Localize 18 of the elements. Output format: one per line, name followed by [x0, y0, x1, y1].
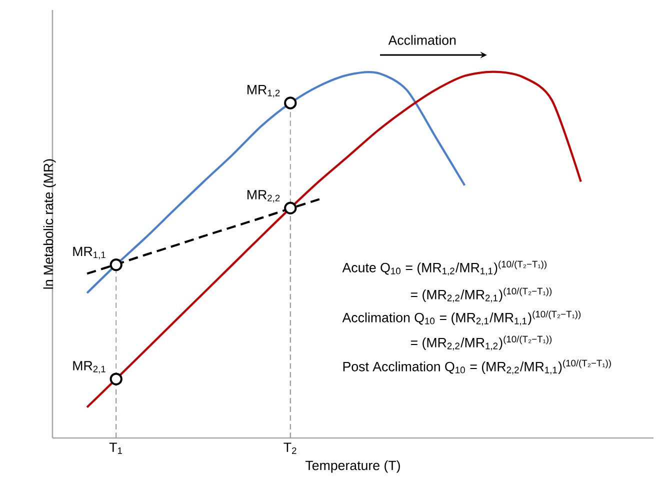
annotation: Post Acclimation Q$_{10}$ = (MR$_{2,2}$/MR$_{1,1}$)$^{(10/(T₂−T₁))}$ — [343, 360, 611, 374]
annotation: MR$_{1,2}$ — [248, 85, 280, 98]
annotation: MR$_{2,2}$ — [248, 190, 280, 202]
annotation: MR$_{1,1}$ — [73, 246, 106, 260]
x-tick-label: T$_{1}$ — [109, 442, 122, 454]
annotation: = (MR$_{2,2}$/MR$_{1,2}$)$^{(10/(T₂−T₁))}$ — [410, 336, 552, 350]
x-tick-label: T$_{2}$ — [284, 442, 296, 454]
y-axis-title: ln Metabolic rate (MR) — [43, 159, 56, 289]
point — [110, 258, 122, 272]
x-axis-title: Temperature (T) — [305, 460, 400, 473]
point — [110, 372, 122, 386]
point — [284, 96, 297, 110]
annotation: Acute Q$_{10}$ = (MR$_{1,2}$/MR$_{1,1}$)$^{(10/(T₂−T₁))}$ — [342, 260, 546, 276]
annotation: MR$_{2,1}$ — [73, 361, 106, 374]
annotation: = (MR$_{2,2}$/MR$_{2,1}$)$^{(10/(T₂−T₁))}$ — [410, 288, 552, 302]
text: Acclimation — [388, 35, 456, 45]
annotation: Acclimation Q$_{10}$ = (MR$_{2,1}$/MR$_{1,1}$)$^{(10/(T₂−T₁))}$ — [342, 310, 581, 326]
point — [284, 202, 297, 214]
